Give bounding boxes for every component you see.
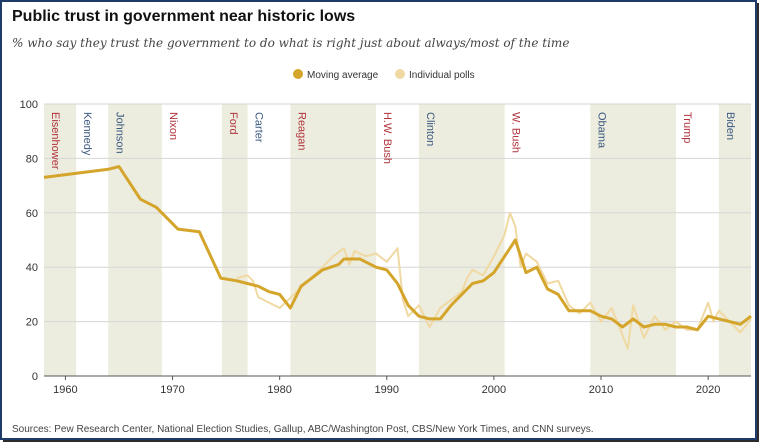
president-label: Ford: [227, 112, 239, 135]
legend-marker-moving-average: [293, 69, 303, 79]
y-tick-label: 60: [26, 208, 38, 220]
president-label: Carter: [253, 112, 265, 143]
presidency-band: [221, 104, 248, 376]
president-label: Obama: [595, 112, 607, 149]
president-label: W. Bush: [510, 112, 522, 153]
president-label: Clinton: [424, 112, 436, 146]
president-label: Nixon: [167, 112, 179, 140]
x-tick-label: 1970: [160, 384, 184, 396]
legend-marker-individual-polls: [395, 69, 405, 79]
presidency-band: [108, 104, 162, 376]
x-tick-label: 1960: [53, 384, 77, 396]
y-tick-label: 100: [20, 99, 38, 111]
president-label: Eisenhower: [49, 112, 61, 170]
presidency-band: [590, 104, 677, 376]
president-label: Reagan: [295, 112, 307, 151]
x-tick-label: 2020: [696, 384, 720, 396]
x-tick-label: 2000: [482, 384, 506, 396]
x-tick-label: 1990: [375, 384, 399, 396]
legend-label-moving-average: Moving average: [307, 70, 379, 81]
individual-polls-line: [236, 211, 752, 350]
presidency-band: [418, 104, 505, 376]
president-label: Kennedy: [81, 112, 93, 156]
y-tick-label: 0: [32, 371, 38, 383]
chart-subtitle: % who say they trust the government to d…: [12, 36, 570, 50]
president-label: H.W. Bush: [381, 112, 393, 164]
legend-label-individual-polls: Individual polls: [409, 70, 475, 81]
y-tick-label: 40: [26, 262, 38, 274]
x-tick-label: 2010: [589, 384, 613, 396]
y-tick-label: 20: [26, 317, 38, 329]
chart-source: Sources: Pew Research Center, National E…: [12, 424, 594, 435]
presidency-band: [718, 104, 751, 376]
presidency-band: [44, 104, 77, 376]
y-tick-label: 80: [26, 153, 38, 165]
moving-average-line: [43, 165, 752, 332]
presidency-band: [290, 104, 377, 376]
president-label: Johnson: [113, 112, 125, 154]
president-label: Trump: [681, 112, 693, 143]
chart-title: Public trust in government near historic…: [12, 8, 356, 25]
x-tick-label: 1980: [267, 384, 291, 396]
president-label: Biden: [724, 112, 736, 140]
